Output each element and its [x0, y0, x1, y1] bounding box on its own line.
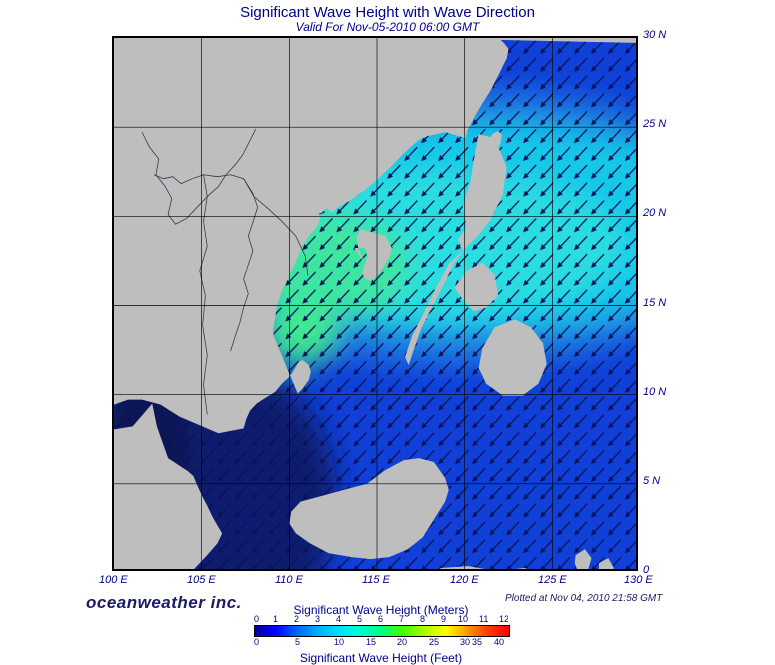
- svg-text:5: 5: [295, 637, 300, 647]
- svg-text:3: 3: [315, 614, 320, 624]
- svg-text:2: 2: [294, 614, 299, 624]
- svg-text:5: 5: [357, 614, 362, 624]
- svg-text:10: 10: [458, 614, 468, 624]
- svg-text:20: 20: [397, 637, 407, 647]
- svg-text:0: 0: [254, 614, 259, 624]
- svg-text:25: 25: [429, 637, 439, 647]
- svg-text:15: 15: [366, 637, 376, 647]
- svg-text:8: 8: [420, 614, 425, 624]
- svg-text:35: 35: [472, 637, 482, 647]
- svg-text:12: 12: [499, 614, 508, 624]
- svg-text:0: 0: [254, 637, 259, 647]
- svg-text:7: 7: [399, 614, 404, 624]
- svg-text:4: 4: [336, 614, 341, 624]
- svg-text:9: 9: [441, 614, 446, 624]
- svg-text:30: 30: [460, 637, 470, 647]
- svg-text:1: 1: [273, 614, 278, 624]
- svg-text:10: 10: [334, 637, 344, 647]
- svg-text:40: 40: [494, 637, 504, 647]
- svg-text:11: 11: [479, 614, 488, 624]
- svg-text:6: 6: [378, 614, 383, 624]
